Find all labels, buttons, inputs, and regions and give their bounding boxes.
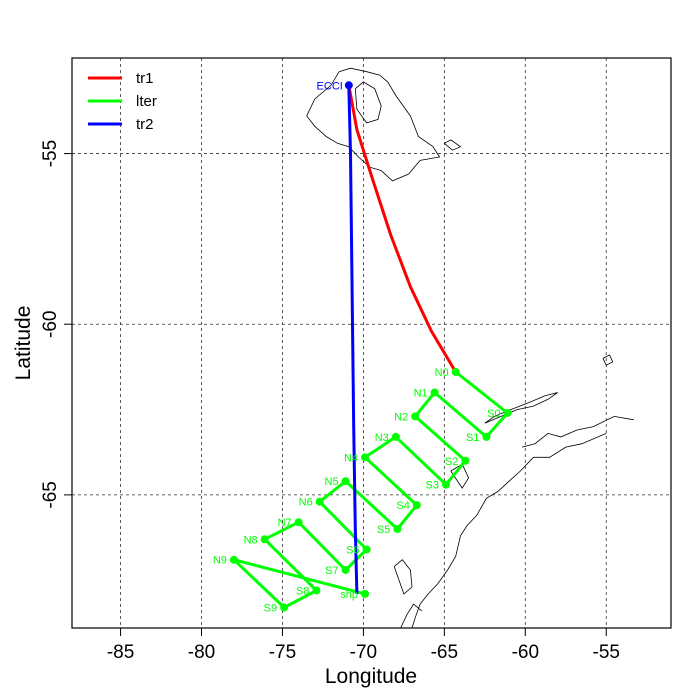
station-point-n2 <box>411 412 420 421</box>
station-point-s3 <box>441 480 450 489</box>
station-point-n0 <box>451 368 460 377</box>
legend-label-tr1: tr1 <box>136 70 154 87</box>
track-tr2 <box>347 85 359 594</box>
station-label-n3: N3 <box>375 432 389 444</box>
station-point-n7 <box>294 518 303 527</box>
track-tr1 <box>347 85 457 373</box>
x-tick-label: -85 <box>107 642 134 663</box>
station-label-n6: N6 <box>299 497 313 509</box>
legend-label-tr2: tr2 <box>136 116 154 133</box>
x-tick-label: -75 <box>269 642 296 663</box>
coastline-peninsula-tip <box>521 415 634 448</box>
x-tick-label: -55 <box>593 642 620 663</box>
station-label-n5: N5 <box>325 476 339 488</box>
station-label-s4: S4 <box>396 500 409 512</box>
station-label-s5: S5 <box>377 524 390 536</box>
station-label-s9: S9 <box>264 603 277 615</box>
station-label-n2: N2 <box>394 411 408 423</box>
coastline-anvers-island <box>450 463 470 489</box>
station-point-s8 <box>312 586 321 595</box>
y-tick-label: -60 <box>40 310 61 337</box>
origin-label: ECCI <box>317 80 343 92</box>
station-point-s7 <box>341 565 350 574</box>
x-tick-label: -65 <box>431 642 458 663</box>
station-label-n9: N9 <box>213 555 227 567</box>
station-point-n1 <box>430 388 439 397</box>
x-axis-label: Longitude <box>325 665 417 688</box>
x-tick-label: -60 <box>512 642 539 663</box>
stations: N0 S0 S1 N1 N2 S2 S3 N3 N4 S4 S5 N5 N6 S6 S7 N7 N8 S8 S9 N9… <box>213 80 512 615</box>
origin-point <box>344 81 353 90</box>
station-point-n8 <box>260 535 269 544</box>
station-point-n3 <box>391 432 400 441</box>
legend-label-lter: lter <box>136 93 157 110</box>
y-axis-label: Latitude <box>12 306 35 381</box>
station-point-s2 <box>461 456 470 465</box>
station-point-s6 <box>362 545 371 554</box>
x-tick-label: -70 <box>350 642 377 663</box>
station-label-s8: S8 <box>296 585 309 597</box>
station-label-shp: shp <box>340 589 358 601</box>
station-label-s2: S2 <box>445 456 458 468</box>
axis-ticks: -85 -80 -75 -70 -65 -60 -55 -55 -60 -65 <box>40 140 620 663</box>
coastline-adelaide-island <box>393 559 413 595</box>
station-label-s1: S1 <box>466 432 479 444</box>
station-point-n4 <box>361 453 370 462</box>
grid <box>72 58 671 628</box>
station-label-s7: S7 <box>325 565 338 577</box>
station-point-s9 <box>280 603 289 612</box>
y-tick-label: -55 <box>40 140 61 167</box>
station-label-n1: N1 <box>414 387 428 399</box>
station-point-s1 <box>482 432 491 441</box>
station-point-s4 <box>412 501 421 510</box>
station-point-s0 <box>503 408 512 417</box>
station-label-n0: N0 <box>435 367 449 379</box>
coastline-small-island-east <box>602 354 614 366</box>
station-point-n5 <box>341 477 350 486</box>
station-label-s0: S0 <box>487 408 500 420</box>
station-point-n6 <box>315 497 324 506</box>
station-label-s6: S6 <box>346 544 359 556</box>
legend: tr1 lter tr2 <box>88 70 157 133</box>
plot-frame <box>71 57 672 629</box>
station-point-n9 <box>229 555 238 564</box>
station-label-n4: N4 <box>344 452 358 464</box>
y-tick-label: -65 <box>40 481 61 508</box>
station-label-n7: N7 <box>278 517 292 529</box>
station-point-s5 <box>393 525 402 534</box>
station-label-s3: S3 <box>426 480 439 492</box>
station-point-shp <box>361 589 370 598</box>
coastline-isla-de-los-estados <box>444 139 462 151</box>
station-label-n8: N8 <box>244 534 258 546</box>
x-tick-label: -80 <box>188 642 215 663</box>
coastline-tierra-del-fuego-inner <box>354 81 382 124</box>
coastline-tierra-del-fuego <box>306 67 441 182</box>
